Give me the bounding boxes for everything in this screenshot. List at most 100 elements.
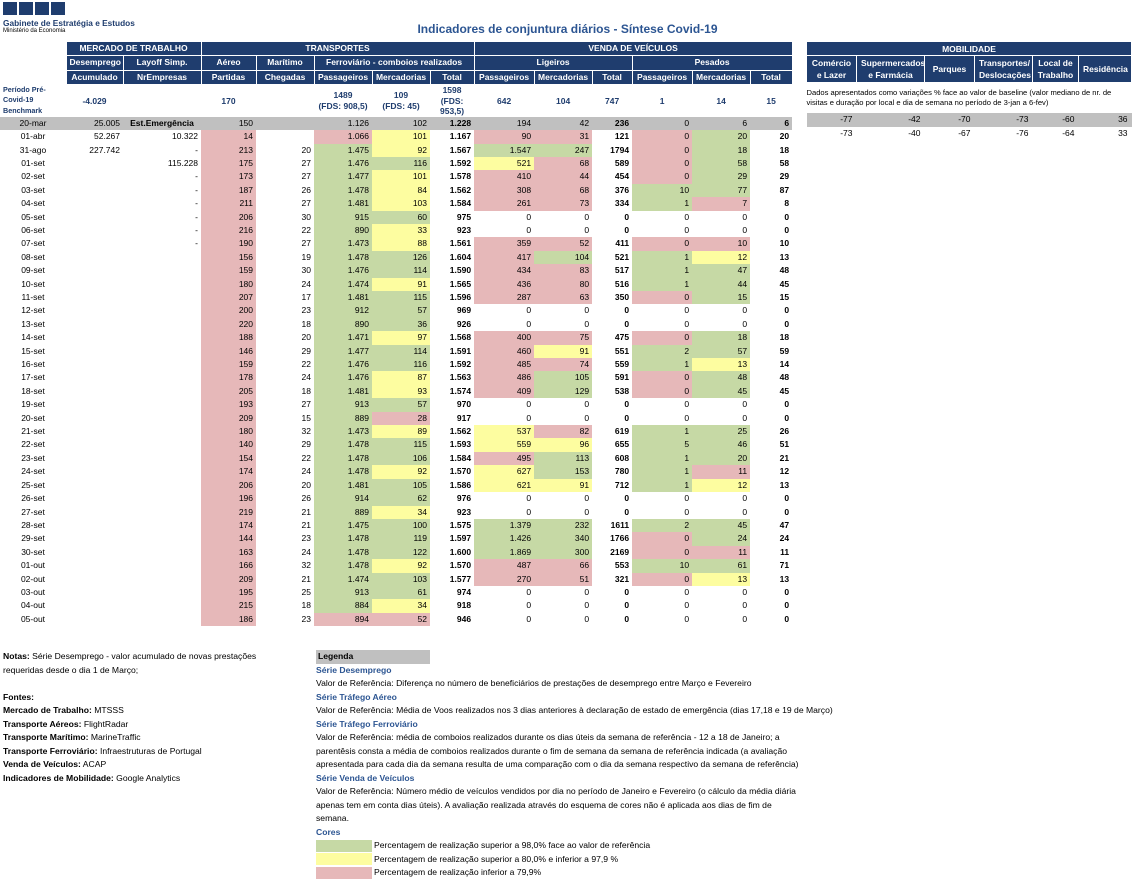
color-swatch — [316, 866, 372, 879]
row-cell: 0 — [584, 586, 590, 597]
row-cell: 923 — [456, 224, 472, 235]
row-cell: 8 — [784, 198, 790, 209]
row-cell: 0 — [742, 600, 748, 611]
row-date: 16-set — [21, 359, 45, 370]
row-cell: 20 — [301, 479, 312, 490]
row-cell: - — [195, 171, 199, 182]
row-cell: 22 — [301, 359, 312, 370]
benchmark-value — [256, 85, 314, 117]
subheader-aereo: Aéreo — [200, 55, 257, 71]
row-cell: 0 — [784, 613, 790, 624]
main-table-area: MERCADO DE TRABALHO TRANSPORTES VENDA DE… — [0, 40, 793, 627]
row-cell: 1.570 — [449, 466, 472, 477]
source-key: Indicadores de Mobilidade: — [3, 772, 114, 783]
row-cell: 0 — [632, 170, 693, 184]
color-swatch — [316, 853, 372, 866]
row-cell — [66, 412, 123, 425]
row-cell: 627 — [474, 465, 535, 479]
row-cell — [66, 546, 123, 559]
row-cell: 48 — [779, 372, 790, 383]
row-cell: 48 — [779, 265, 790, 276]
mobility-table: MOBILIDADE Comércio e Lazer Supermercados… — [805, 40, 1133, 140]
row-cell: 18 — [779, 332, 790, 343]
row-cell: 19 — [301, 251, 312, 262]
row-cell: 0 — [684, 586, 690, 597]
row-cell: 0 — [784, 506, 790, 517]
row-cell: 89 — [372, 425, 431, 439]
column-header: Total — [591, 69, 633, 86]
row-cell: 0 — [632, 237, 693, 251]
row-cell — [66, 452, 123, 465]
row-date: 24-set — [21, 466, 45, 477]
row-cell: 0 — [742, 305, 748, 316]
row-cell: 236 — [592, 116, 633, 131]
column-header: Passageiros — [631, 69, 693, 86]
row-cell: 0 — [632, 116, 693, 131]
row-cell: 0 — [624, 224, 630, 235]
row-cell — [66, 599, 123, 612]
row-cell: 0 — [624, 493, 630, 504]
row-cell: 1.473 — [314, 237, 373, 251]
row-cell: 60 — [372, 210, 431, 224]
row-cell: 219 — [201, 505, 257, 519]
row-cell: 1.592 — [449, 359, 472, 370]
table-row: 02-out 209 21 1.474 103 1.577 270 51 321 0 13 13 — [0, 572, 792, 586]
row-cell: 52 — [534, 237, 593, 251]
row-date: 04-set — [21, 198, 45, 209]
row-cell: 0 — [632, 572, 693, 586]
row-cell: 21 — [301, 519, 312, 530]
row-cell: 0 — [632, 371, 693, 385]
subheader-ligeiros: Ligeiros — [473, 55, 633, 71]
row-cell: 29 — [301, 439, 312, 450]
row-cell: 0 — [742, 493, 748, 504]
notes-label: Notas: — [3, 651, 30, 661]
row-cell: 946 — [456, 613, 472, 624]
sources-list: Mercado de Trabalho: MTSSS Transporte Aér… — [3, 704, 293, 785]
row-cell — [66, 385, 123, 398]
row-date: 29-set — [21, 533, 45, 544]
table-row: 02-set -173 27 1.477 101 1.578 410 44 454 0 29 29 — [0, 170, 792, 184]
row-cell: 114 — [372, 344, 431, 359]
row-cell — [123, 278, 201, 291]
row-cell: 90 — [474, 130, 535, 144]
subheader-pesados: Pesados — [631, 55, 793, 71]
legend-section-title: Série Desemprego — [316, 664, 392, 675]
group-transportes: TRANSPORTES — [200, 40, 475, 57]
source-item: Mercado de Trabalho: MTSSS — [3, 704, 293, 718]
row-cell: 894 — [314, 612, 373, 627]
row-cell — [66, 304, 123, 317]
row-cell: 0 — [742, 318, 748, 329]
row-cell: 20 — [692, 130, 751, 144]
row-cell: 1.167 — [449, 131, 472, 142]
row-cell: 154 — [201, 451, 257, 466]
row-cell: 159 — [201, 264, 257, 278]
row-cell: 1.600 — [449, 546, 472, 557]
row-cell: 1.604 — [449, 251, 472, 262]
table-row: 17-set 178 24 1.476 87 1.563 486 105 591 0 48 48 — [0, 371, 792, 385]
row-cell: 0 — [742, 613, 748, 624]
row-cell: 400 — [474, 331, 535, 345]
row-cell: 551 — [614, 345, 630, 356]
row-cell — [123, 546, 201, 559]
table-row: 01-out 166 32 1.478 92 1.570 487 66 553 10 61 71 — [0, 559, 792, 573]
row-date: 07-set — [21, 238, 45, 249]
row-cell: 608 — [614, 452, 630, 463]
row-date: 01-abr — [20, 131, 46, 142]
row-cell: 18 — [779, 144, 790, 155]
row-cell: 1.481 — [314, 197, 373, 211]
row-date: 14-set — [21, 332, 45, 343]
row-cell: 976 — [456, 493, 472, 504]
mobility-column-row: Comércio e Lazer Supermercados e Farmácia… — [806, 55, 1133, 84]
colors-title: Cores — [316, 826, 341, 837]
row-date: 15-set — [21, 345, 45, 356]
mobility-cell: 33 — [1118, 127, 1128, 138]
color-legend-text: Percentagem de realização inferior a 79,… — [374, 867, 542, 877]
row-cell: 24 — [692, 532, 751, 546]
row-cell: 102 — [372, 116, 431, 131]
row-cell: 970 — [456, 399, 472, 410]
mobility-cell: -64 — [1062, 127, 1075, 138]
row-cell: 1 — [632, 465, 693, 479]
row-date: 21-set — [21, 426, 45, 437]
row-cell: 589 — [614, 157, 630, 168]
table-row: 29-set 144 23 1.478 119 1.597 1.426 340 1766 0 24 2… — [0, 532, 792, 546]
